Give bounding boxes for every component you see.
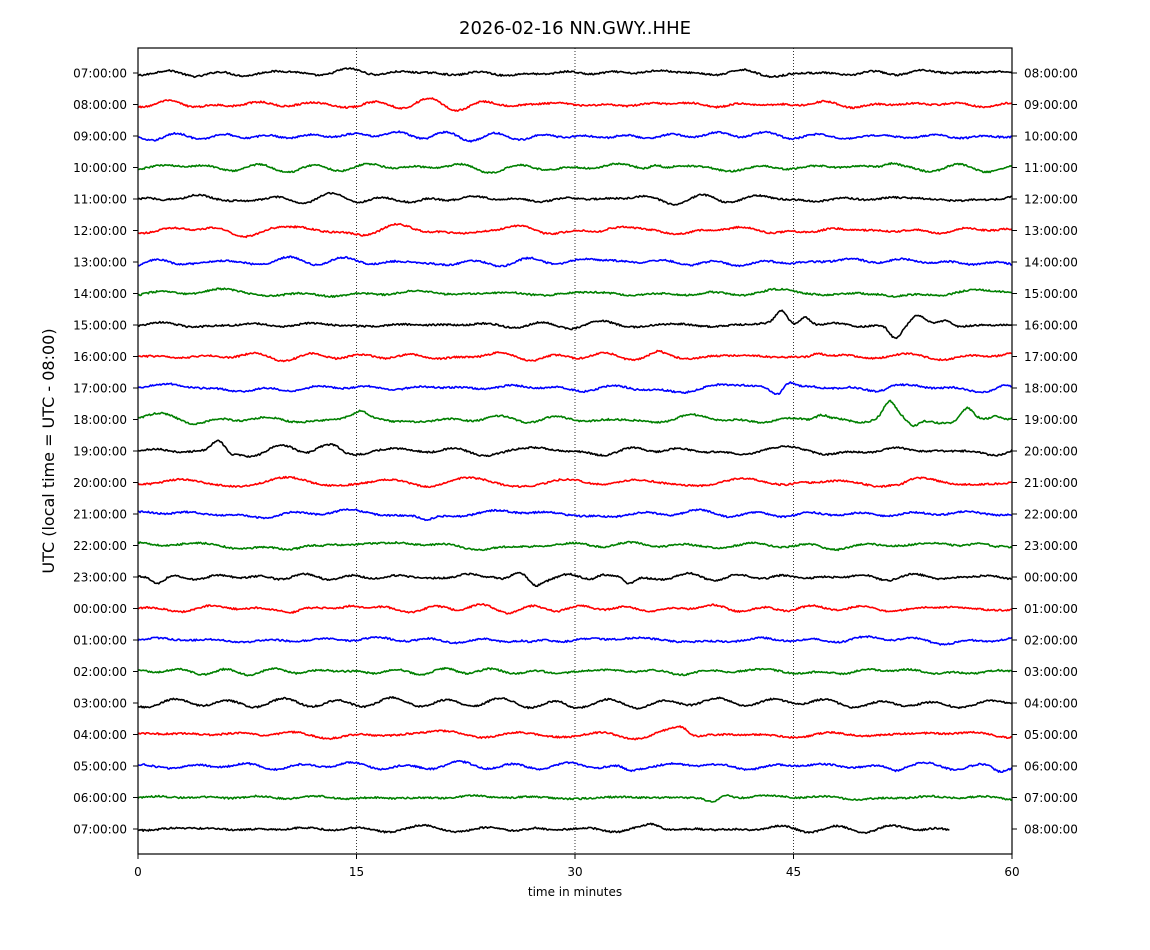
left-time-label: 16:00:00 [73,350,127,364]
left-time-label: 13:00:00 [73,256,127,270]
right-time-label: 05:00:00 [1024,728,1078,742]
trace-line [137,191,1013,206]
right-time-label: 12:00:00 [1024,193,1078,207]
trace-line [137,309,1013,340]
left-time-label: 20:00:00 [73,476,127,490]
left-time-label: 07:00:00 [73,67,127,81]
left-time-label: 03:00:00 [73,697,127,711]
left-time-label: 15:00:00 [73,319,127,333]
left-time-label: 02:00:00 [73,665,127,679]
trace-lines [137,67,1013,835]
trace-line [137,381,1013,396]
left-time-label: 10:00:00 [73,161,127,175]
left-time-label: 04:00:00 [73,728,127,742]
x-tick-label: 45 [786,865,801,879]
right-time-label: 02:00:00 [1024,634,1078,648]
right-tick-labels: 08:00:00 09:00:00 10:00:00 11:00:00 12:00:00… [1012,67,1078,837]
x-axis-label: time in minutes [528,885,622,899]
chart-title: 2026-02-16 NN.GWY..HHE [459,18,691,39]
trace-line [137,67,1013,79]
right-time-label: 08:00:00 [1024,67,1078,81]
right-time-label: 06:00:00 [1024,760,1078,774]
right-time-label: 00:00:00 [1024,571,1078,585]
left-time-label: 07:00:00 [73,823,127,837]
trace-line [137,287,1013,299]
left-time-label: 14:00:00 [73,287,127,301]
right-time-label: 11:00:00 [1024,161,1078,175]
right-time-label: 20:00:00 [1024,445,1078,459]
x-tick-label: 0 [134,865,142,879]
trace-line [137,161,1013,174]
right-time-label: 16:00:00 [1024,319,1078,333]
left-time-label: 12:00:00 [73,224,127,238]
trace-line [137,602,1013,615]
trace-line [137,222,1013,239]
right-time-label: 13:00:00 [1024,224,1078,238]
trace-line [137,635,1013,646]
left-tick-labels: 07:00:00 08:00:00 09:00:00 10:00:00 11:00:00… [73,67,138,837]
left-time-label: 18:00:00 [73,413,127,427]
left-time-label: 09:00:00 [73,130,127,144]
left-time-label: 00:00:00 [73,602,127,616]
left-time-label: 19:00:00 [73,445,127,459]
trace-line [137,439,1013,458]
right-time-label: 22:00:00 [1024,508,1078,522]
right-time-label: 08:00:00 [1024,823,1078,837]
trace-line [137,508,1013,522]
trace-line [137,571,1012,588]
left-time-label: 21:00:00 [73,508,127,522]
trace-line [137,822,950,835]
trace-line [137,97,1013,112]
left-time-label: 11:00:00 [73,193,127,207]
right-time-label: 10:00:00 [1024,130,1078,144]
trace-line [137,666,1013,677]
x-tick-label: 15 [349,865,364,879]
right-time-label: 14:00:00 [1024,256,1078,270]
right-time-label: 03:00:00 [1024,665,1078,679]
right-time-label: 18:00:00 [1024,382,1078,396]
x-tick-labels: 0 15 30 45 60 [134,854,1020,879]
y-axis-label: UTC (local time = UTC - 08:00) [39,328,58,573]
right-time-label: 17:00:00 [1024,350,1078,364]
trace-line [137,130,1013,143]
left-time-label: 05:00:00 [73,760,127,774]
right-time-label: 19:00:00 [1024,413,1078,427]
right-time-label: 23:00:00 [1024,539,1078,553]
trace-line [137,255,1013,268]
right-time-label: 21:00:00 [1024,476,1078,490]
trace-line [137,725,1013,741]
left-time-label: 01:00:00 [73,634,127,648]
right-time-label: 09:00:00 [1024,98,1078,112]
left-time-label: 06:00:00 [73,791,127,805]
x-tick-label: 30 [567,865,582,879]
trace-line [137,695,1013,710]
trace-line [137,540,1013,552]
trace-line [137,794,1012,803]
right-time-label: 04:00:00 [1024,697,1078,711]
left-time-label: 22:00:00 [73,539,127,553]
x-tick-label: 60 [1004,865,1019,879]
right-time-label: 15:00:00 [1024,287,1078,301]
left-time-label: 17:00:00 [73,382,127,396]
left-time-label: 23:00:00 [73,571,127,585]
trace-line [137,759,1013,774]
trace-line [137,399,1013,428]
left-time-label: 08:00:00 [73,98,127,112]
trace-line [137,349,1013,363]
right-time-label: 07:00:00 [1024,791,1078,805]
right-time-label: 01:00:00 [1024,602,1078,616]
trace-line [137,475,1013,489]
